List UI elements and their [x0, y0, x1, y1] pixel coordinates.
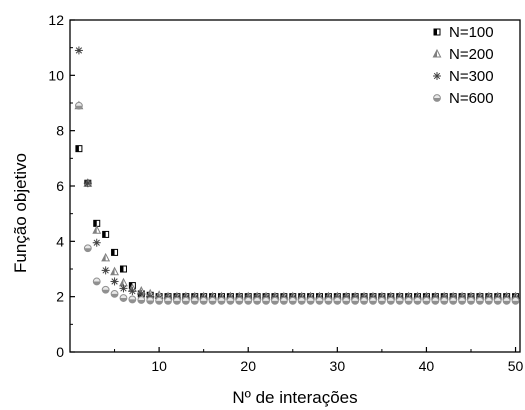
data-point [137, 296, 146, 304]
data-point [110, 277, 119, 286]
legend-marker [433, 28, 441, 36]
legend-label: N=100 [449, 24, 494, 41]
data-point [351, 296, 360, 305]
data-point [377, 296, 386, 305]
legend-item: N=600 [433, 90, 494, 107]
data-point [253, 296, 262, 305]
data-point [83, 244, 92, 253]
legend-item: N=200 [432, 46, 494, 63]
x-tick-label: 40 [419, 358, 435, 374]
data-point [119, 294, 128, 302]
data-point [146, 296, 155, 305]
data-point [493, 296, 502, 305]
data-point [262, 296, 270, 305]
legend-item: N=300 [433, 68, 494, 85]
data-point [102, 230, 110, 238]
x-axis-ticks: 10 20 30 40 50 [114, 347, 524, 374]
series-n-600 [75, 101, 520, 305]
y-tick-label: 4 [56, 233, 64, 249]
data-point [449, 296, 458, 305]
data-points [74, 46, 520, 305]
y-tick-label: 2 [56, 289, 64, 305]
data-point [75, 101, 83, 110]
data-point [271, 296, 279, 305]
data-point [217, 296, 226, 305]
legend-marker [432, 48, 442, 58]
x-axis-label: Nº de interações [232, 388, 357, 407]
data-point [484, 296, 493, 305]
data-point [190, 296, 199, 305]
data-point [92, 225, 102, 234]
data-point [297, 296, 306, 305]
data-point [288, 296, 297, 305]
data-point [360, 296, 368, 305]
legend-item: N=100 [433, 24, 494, 41]
data-point [395, 296, 404, 305]
data-point [324, 296, 333, 305]
data-point [92, 238, 101, 247]
data-point [110, 266, 119, 276]
y-tick-label: 10 [48, 67, 64, 83]
y-tick-label: 6 [56, 178, 64, 194]
data-point [431, 296, 440, 305]
data-point [404, 296, 413, 305]
data-point [342, 296, 351, 305]
data-point [173, 296, 181, 305]
data-point [83, 179, 92, 188]
data-point [101, 266, 110, 275]
x-tick-label: 20 [240, 358, 256, 374]
data-point [92, 277, 101, 286]
data-point [199, 296, 208, 305]
data-point [244, 296, 253, 305]
data-point [333, 296, 342, 305]
data-point [511, 296, 520, 305]
data-point [128, 287, 137, 296]
legend: N=100 N=200 N=300 N=600 [432, 24, 494, 107]
data-point [75, 145, 83, 153]
data-point [128, 295, 137, 304]
y-tick-label: 12 [48, 12, 64, 28]
data-point [306, 296, 315, 305]
data-point [235, 296, 244, 305]
x-tick-label: 10 [151, 358, 167, 374]
data-point [226, 296, 235, 305]
legend-label: N=600 [449, 90, 494, 107]
data-point [502, 296, 511, 305]
legend-marker [433, 94, 441, 102]
data-point [458, 296, 466, 305]
y-tick-label: 0 [56, 344, 64, 360]
y-axis-label: Função objetivo [11, 153, 30, 273]
data-point [74, 46, 83, 55]
legend-marker [433, 72, 441, 80]
y-tick-label: 8 [56, 123, 64, 139]
data-point [111, 248, 119, 256]
data-point [369, 296, 377, 305]
data-point [119, 265, 127, 273]
x-tick-label: 50 [508, 358, 524, 374]
data-point [110, 289, 119, 298]
data-point [467, 296, 475, 305]
x-tick-label: 30 [330, 358, 346, 374]
data-point [164, 296, 172, 305]
data-point [181, 296, 190, 305]
data-point [386, 296, 395, 305]
data-point [101, 252, 111, 262]
data-point [208, 296, 217, 305]
data-point [315, 296, 324, 305]
data-point [119, 284, 128, 293]
data-point [413, 296, 422, 305]
data-point [155, 296, 164, 305]
data-point [476, 296, 484, 305]
series-n-200 [74, 100, 520, 301]
legend-label: N=200 [449, 46, 494, 63]
data-point [422, 296, 431, 305]
data-point [279, 296, 288, 305]
data-point [101, 285, 110, 294]
series-n-100 [75, 145, 520, 301]
y-axis-ticks: 0 2 4 6 8 10 12 [48, 12, 75, 360]
data-point [440, 296, 449, 305]
legend-label: N=300 [449, 68, 494, 85]
